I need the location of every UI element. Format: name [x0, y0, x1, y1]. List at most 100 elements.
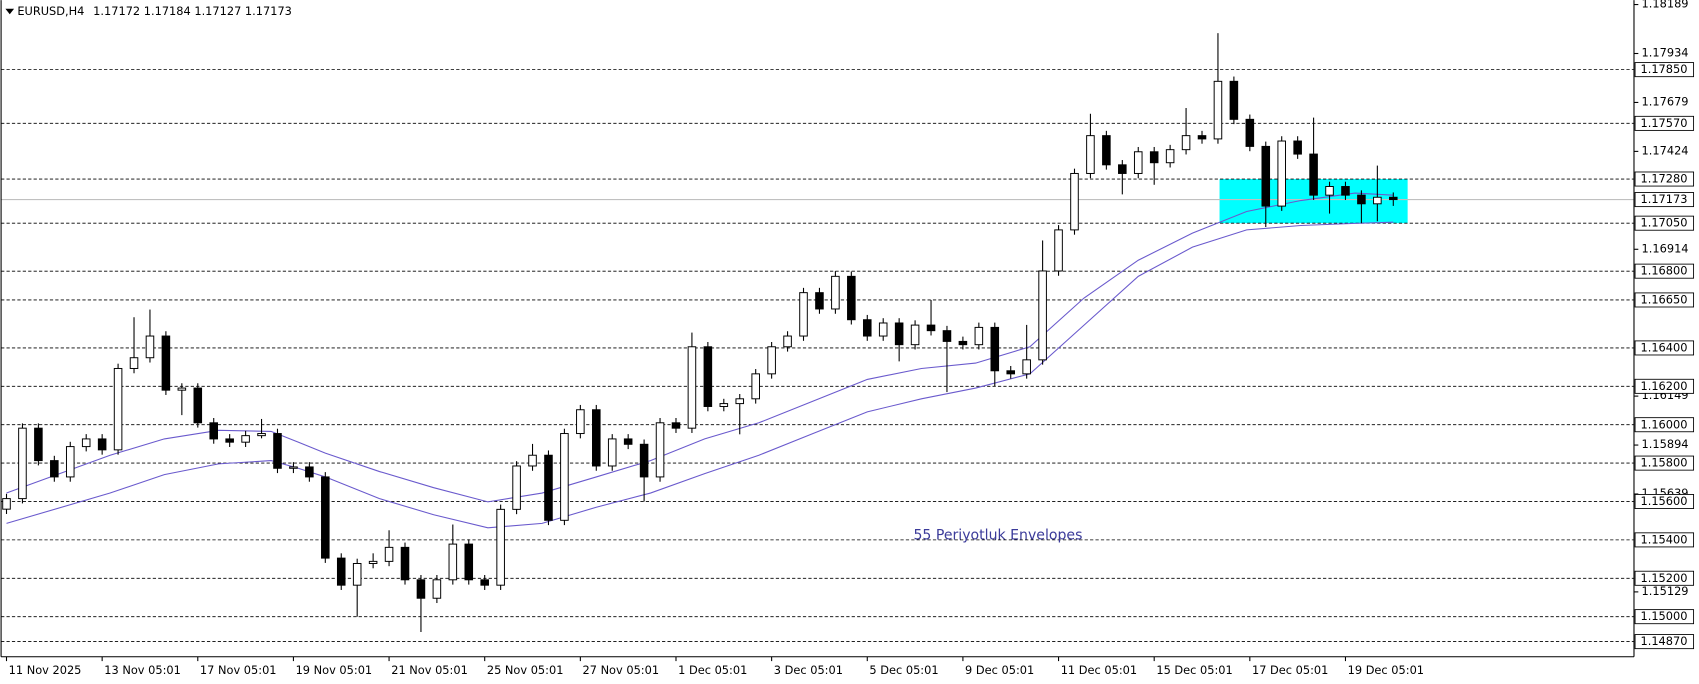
- y-tick-label: 1.16914: [1642, 241, 1689, 255]
- candle-body: [336, 557, 346, 586]
- level-box: [1634, 378, 1695, 394]
- level-box: [1634, 115, 1695, 131]
- x-tick-label: 11 Nov 2025: [9, 663, 82, 677]
- candle-body: [1373, 196, 1382, 205]
- candle-body: [703, 346, 713, 407]
- level-box: [1634, 171, 1695, 187]
- level-label: 1.14870: [1640, 634, 1687, 648]
- level-box: [1634, 494, 1695, 509]
- candle-body: [305, 466, 314, 478]
- candle-body: [1165, 149, 1175, 164]
- x-tick-label: 25 Nov 05:01: [487, 663, 564, 677]
- x-tick-label: 17 Nov 05:01: [200, 663, 277, 677]
- candle-body: [273, 433, 282, 469]
- level-box: [1634, 417, 1695, 433]
- candle-body: [34, 427, 43, 462]
- candle-body: [97, 438, 107, 451]
- menu-arrow[interactable]: [5, 8, 15, 15]
- level-label: 1.16200: [1640, 379, 1687, 393]
- candle-body: [655, 422, 665, 478]
- candle-body: [735, 398, 745, 405]
- y-tick-label: 1.17679: [1642, 94, 1689, 108]
- level-box: [1634, 62, 1695, 78]
- candle-body: [145, 335, 155, 359]
- candle-body: [831, 275, 840, 310]
- candle-body: [432, 579, 442, 599]
- candle-body: [544, 454, 553, 521]
- level-box: [1634, 292, 1695, 308]
- candle-body: [464, 543, 474, 581]
- level-box: [1634, 340, 1695, 356]
- x-tick-label: 13 Nov 05:01: [104, 663, 181, 677]
- candle-body: [512, 465, 521, 510]
- candle-body: [815, 292, 824, 310]
- candle-body: [974, 326, 984, 346]
- candle-body: [639, 443, 649, 478]
- candle-body: [416, 579, 426, 599]
- symbol-title: EURUSD,H4: [17, 4, 84, 18]
- candle-body: [1197, 135, 1207, 140]
- candle-body: [161, 335, 171, 391]
- candle-body: [767, 346, 776, 375]
- candle-body: [1213, 80, 1223, 140]
- level-label: 1.17280: [1640, 172, 1687, 186]
- x-tick-label: 19 Nov 05:01: [296, 663, 373, 677]
- quote: 1.17172 1.17184 1.17127 1.17173: [93, 4, 292, 18]
- candle-body: [576, 409, 585, 435]
- candle-body: [81, 438, 91, 448]
- candle-body: [18, 427, 27, 500]
- level-label: 1.15600: [1640, 494, 1687, 508]
- candle-body: [799, 292, 808, 337]
- candle-body: [1389, 196, 1398, 201]
- candle-body: [783, 335, 792, 348]
- x-tick-label: 9 Dec 05:01: [965, 663, 1034, 677]
- x-tick-label: 11 Dec 05:01: [1061, 663, 1137, 677]
- candle-body: [1038, 270, 1047, 361]
- candle-body: [1229, 80, 1239, 120]
- candle-body: [1070, 172, 1079, 231]
- candle-body: [926, 324, 936, 332]
- level-box: [1634, 634, 1695, 650]
- candle-body: [910, 324, 920, 346]
- candle-body: [958, 340, 968, 346]
- candle-body: [321, 476, 330, 559]
- y-tick-label: 1.18189: [1642, 0, 1689, 11]
- x-tick-label: 19 Dec 05:01: [1348, 663, 1424, 677]
- candle-body: [1293, 140, 1302, 155]
- level-box: [1634, 570, 1695, 586]
- candle-body: [592, 409, 601, 467]
- candle-body: [368, 560, 378, 564]
- level-label: 1.16400: [1640, 340, 1687, 354]
- candle-body: [113, 367, 123, 451]
- candle-body: [480, 579, 489, 586]
- candle-body: [1118, 164, 1127, 174]
- level-label: 1.15800: [1640, 456, 1687, 470]
- candle-body: [257, 433, 266, 437]
- candle-body: [1341, 186, 1350, 196]
- level-label: 1.17850: [1640, 62, 1687, 76]
- y-tick-label: 1.15894: [1642, 437, 1689, 451]
- level-label: 1.16650: [1640, 292, 1687, 306]
- y-tick-label: 1.17934: [1642, 46, 1689, 60]
- candle-body: [751, 373, 760, 400]
- candle-body: [400, 546, 410, 581]
- candle-body: [384, 546, 394, 562]
- level-box: [1634, 532, 1695, 548]
- candle-body: [878, 322, 888, 337]
- candle-body: [448, 543, 458, 581]
- current-price-label: 1.17173: [1640, 192, 1687, 206]
- candle-body: [193, 387, 203, 424]
- level-label: 1.16800: [1640, 264, 1687, 278]
- x-tick-label: 15 Dec 05:01: [1156, 663, 1232, 677]
- candle-body: [1006, 370, 1016, 375]
- level-label: 1.15400: [1640, 532, 1687, 546]
- annotation: 55 Periyotluk Envelopes: [913, 527, 1082, 543]
- candle-body: [1245, 118, 1255, 147]
- candle-body: [1102, 135, 1111, 166]
- candle-body: [1133, 151, 1143, 174]
- candle-body: [623, 438, 633, 445]
